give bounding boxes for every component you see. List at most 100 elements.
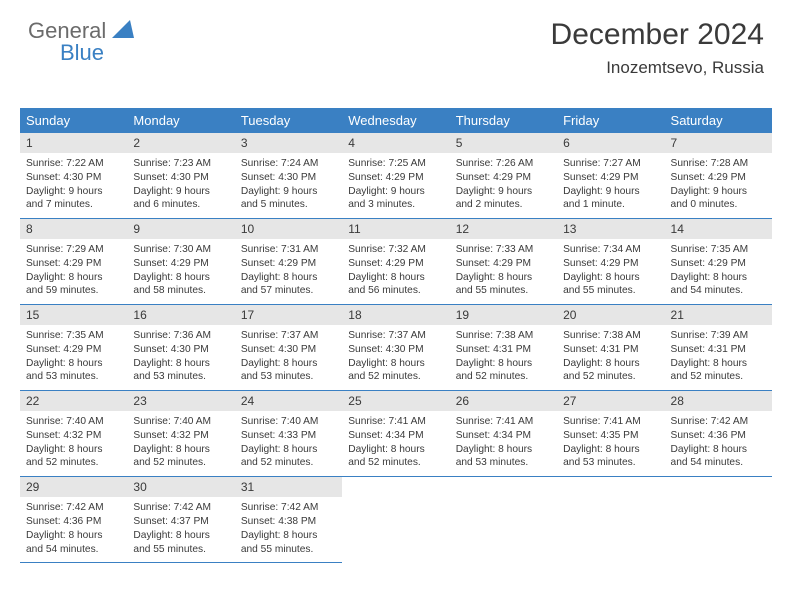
daylight-text: Daylight: 8 hours and 52 minutes. bbox=[348, 443, 443, 471]
day-info: Sunrise: 7:31 AMSunset: 4:29 PMDaylight:… bbox=[235, 239, 342, 304]
sunset-text: Sunset: 4:29 PM bbox=[26, 343, 121, 357]
day-info: Sunrise: 7:26 AMSunset: 4:29 PMDaylight:… bbox=[450, 153, 557, 218]
sunset-text: Sunset: 4:36 PM bbox=[26, 515, 121, 529]
day-info: Sunrise: 7:33 AMSunset: 4:29 PMDaylight:… bbox=[450, 239, 557, 304]
calendar-day-cell: 30Sunrise: 7:42 AMSunset: 4:37 PMDayligh… bbox=[127, 477, 234, 563]
sunrise-text: Sunrise: 7:38 AM bbox=[563, 329, 658, 343]
weekday-sunday: Sunday bbox=[20, 108, 127, 133]
day-info: Sunrise: 7:23 AMSunset: 4:30 PMDaylight:… bbox=[127, 153, 234, 218]
daylight-text: Daylight: 9 hours and 5 minutes. bbox=[241, 185, 336, 213]
sunrise-text: Sunrise: 7:42 AM bbox=[133, 501, 228, 515]
calendar-day-cell: 11Sunrise: 7:32 AMSunset: 4:29 PMDayligh… bbox=[342, 219, 449, 305]
sunrise-text: Sunrise: 7:31 AM bbox=[241, 243, 336, 257]
sunset-text: Sunset: 4:29 PM bbox=[456, 257, 551, 271]
day-number: 11 bbox=[342, 219, 449, 239]
sunrise-text: Sunrise: 7:42 AM bbox=[26, 501, 121, 515]
daylight-text: Daylight: 8 hours and 52 minutes. bbox=[456, 357, 551, 385]
sunset-text: Sunset: 4:31 PM bbox=[563, 343, 658, 357]
sunrise-text: Sunrise: 7:29 AM bbox=[26, 243, 121, 257]
day-number: 5 bbox=[450, 133, 557, 153]
sunset-text: Sunset: 4:29 PM bbox=[133, 257, 228, 271]
day-info: Sunrise: 7:28 AMSunset: 4:29 PMDaylight:… bbox=[665, 153, 772, 218]
day-info: Sunrise: 7:38 AMSunset: 4:31 PMDaylight:… bbox=[557, 325, 664, 390]
daylight-text: Daylight: 8 hours and 53 minutes. bbox=[241, 357, 336, 385]
calendar-day-cell: 5Sunrise: 7:26 AMSunset: 4:29 PMDaylight… bbox=[450, 133, 557, 219]
sunset-text: Sunset: 4:34 PM bbox=[348, 429, 443, 443]
day-number: 1 bbox=[20, 133, 127, 153]
sunset-text: Sunset: 4:29 PM bbox=[456, 171, 551, 185]
day-info: Sunrise: 7:42 AMSunset: 4:38 PMDaylight:… bbox=[235, 497, 342, 562]
sunrise-text: Sunrise: 7:37 AM bbox=[348, 329, 443, 343]
calendar-day-cell: 2Sunrise: 7:23 AMSunset: 4:30 PMDaylight… bbox=[127, 133, 234, 219]
day-info: Sunrise: 7:22 AMSunset: 4:30 PMDaylight:… bbox=[20, 153, 127, 218]
daylight-text: Daylight: 8 hours and 57 minutes. bbox=[241, 271, 336, 299]
day-number: 31 bbox=[235, 477, 342, 497]
calendar-week-row: 8Sunrise: 7:29 AMSunset: 4:29 PMDaylight… bbox=[20, 219, 772, 305]
sunset-text: Sunset: 4:29 PM bbox=[348, 171, 443, 185]
day-number: 8 bbox=[20, 219, 127, 239]
calendar-day-cell: 21Sunrise: 7:39 AMSunset: 4:31 PMDayligh… bbox=[665, 305, 772, 391]
day-number: 2 bbox=[127, 133, 234, 153]
day-number: 20 bbox=[557, 305, 664, 325]
sunrise-text: Sunrise: 7:36 AM bbox=[133, 329, 228, 343]
sunset-text: Sunset: 4:33 PM bbox=[241, 429, 336, 443]
day-number: 4 bbox=[342, 133, 449, 153]
weekday-wednesday: Wednesday bbox=[342, 108, 449, 133]
day-number: 22 bbox=[20, 391, 127, 411]
weekday-monday: Monday bbox=[127, 108, 234, 133]
calendar-day-cell: 17Sunrise: 7:37 AMSunset: 4:30 PMDayligh… bbox=[235, 305, 342, 391]
calendar-day-cell: 19Sunrise: 7:38 AMSunset: 4:31 PMDayligh… bbox=[450, 305, 557, 391]
calendar-week-row: 29Sunrise: 7:42 AMSunset: 4:36 PMDayligh… bbox=[20, 477, 772, 563]
sunset-text: Sunset: 4:31 PM bbox=[456, 343, 551, 357]
daylight-text: Daylight: 8 hours and 55 minutes. bbox=[456, 271, 551, 299]
day-info: Sunrise: 7:42 AMSunset: 4:36 PMDaylight:… bbox=[20, 497, 127, 562]
daylight-text: Daylight: 8 hours and 52 minutes. bbox=[26, 443, 121, 471]
sunrise-text: Sunrise: 7:23 AM bbox=[133, 157, 228, 171]
day-number: 3 bbox=[235, 133, 342, 153]
sunrise-text: Sunrise: 7:35 AM bbox=[671, 243, 766, 257]
daylight-text: Daylight: 8 hours and 55 minutes. bbox=[563, 271, 658, 299]
day-info: Sunrise: 7:32 AMSunset: 4:29 PMDaylight:… bbox=[342, 239, 449, 304]
calendar-day-cell: 23Sunrise: 7:40 AMSunset: 4:32 PMDayligh… bbox=[127, 391, 234, 477]
daylight-text: Daylight: 8 hours and 53 minutes. bbox=[563, 443, 658, 471]
empty-cell bbox=[557, 477, 664, 563]
calendar-day-cell: 15Sunrise: 7:35 AMSunset: 4:29 PMDayligh… bbox=[20, 305, 127, 391]
sunset-text: Sunset: 4:29 PM bbox=[26, 257, 121, 271]
daylight-text: Daylight: 8 hours and 56 minutes. bbox=[348, 271, 443, 299]
calendar-day-cell: 9Sunrise: 7:30 AMSunset: 4:29 PMDaylight… bbox=[127, 219, 234, 305]
sunset-text: Sunset: 4:30 PM bbox=[26, 171, 121, 185]
sunrise-text: Sunrise: 7:28 AM bbox=[671, 157, 766, 171]
calendar-table: Sunday Monday Tuesday Wednesday Thursday… bbox=[20, 108, 772, 563]
sunset-text: Sunset: 4:30 PM bbox=[241, 343, 336, 357]
day-number: 12 bbox=[450, 219, 557, 239]
day-info: Sunrise: 7:39 AMSunset: 4:31 PMDaylight:… bbox=[665, 325, 772, 390]
calendar-day-cell: 26Sunrise: 7:41 AMSunset: 4:34 PMDayligh… bbox=[450, 391, 557, 477]
weekday-header-row: Sunday Monday Tuesday Wednesday Thursday… bbox=[20, 108, 772, 133]
day-number: 19 bbox=[450, 305, 557, 325]
day-number: 29 bbox=[20, 477, 127, 497]
sunset-text: Sunset: 4:35 PM bbox=[563, 429, 658, 443]
calendar-day-cell: 10Sunrise: 7:31 AMSunset: 4:29 PMDayligh… bbox=[235, 219, 342, 305]
calendar-day-cell: 29Sunrise: 7:42 AMSunset: 4:36 PMDayligh… bbox=[20, 477, 127, 563]
sunset-text: Sunset: 4:36 PM bbox=[671, 429, 766, 443]
day-info: Sunrise: 7:29 AMSunset: 4:29 PMDaylight:… bbox=[20, 239, 127, 304]
sunrise-text: Sunrise: 7:34 AM bbox=[563, 243, 658, 257]
sunrise-text: Sunrise: 7:26 AM bbox=[456, 157, 551, 171]
calendar-day-cell: 3Sunrise: 7:24 AMSunset: 4:30 PMDaylight… bbox=[235, 133, 342, 219]
day-info: Sunrise: 7:42 AMSunset: 4:36 PMDaylight:… bbox=[665, 411, 772, 476]
daylight-text: Daylight: 8 hours and 52 minutes. bbox=[671, 357, 766, 385]
weekday-thursday: Thursday bbox=[450, 108, 557, 133]
calendar-day-cell: 6Sunrise: 7:27 AMSunset: 4:29 PMDaylight… bbox=[557, 133, 664, 219]
daylight-text: Daylight: 8 hours and 53 minutes. bbox=[26, 357, 121, 385]
daylight-text: Daylight: 8 hours and 52 minutes. bbox=[348, 357, 443, 385]
calendar-day-cell: 18Sunrise: 7:37 AMSunset: 4:30 PMDayligh… bbox=[342, 305, 449, 391]
sunrise-text: Sunrise: 7:24 AM bbox=[241, 157, 336, 171]
day-info: Sunrise: 7:27 AMSunset: 4:29 PMDaylight:… bbox=[557, 153, 664, 218]
day-number: 14 bbox=[665, 219, 772, 239]
day-info: Sunrise: 7:40 AMSunset: 4:33 PMDaylight:… bbox=[235, 411, 342, 476]
sunset-text: Sunset: 4:29 PM bbox=[563, 257, 658, 271]
sunset-text: Sunset: 4:29 PM bbox=[241, 257, 336, 271]
calendar-day-cell: 28Sunrise: 7:42 AMSunset: 4:36 PMDayligh… bbox=[665, 391, 772, 477]
day-info: Sunrise: 7:42 AMSunset: 4:37 PMDaylight:… bbox=[127, 497, 234, 562]
daylight-text: Daylight: 9 hours and 0 minutes. bbox=[671, 185, 766, 213]
